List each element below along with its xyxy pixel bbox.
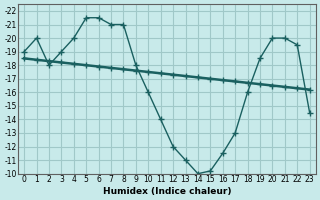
X-axis label: Humidex (Indice chaleur): Humidex (Indice chaleur) — [103, 187, 231, 196]
